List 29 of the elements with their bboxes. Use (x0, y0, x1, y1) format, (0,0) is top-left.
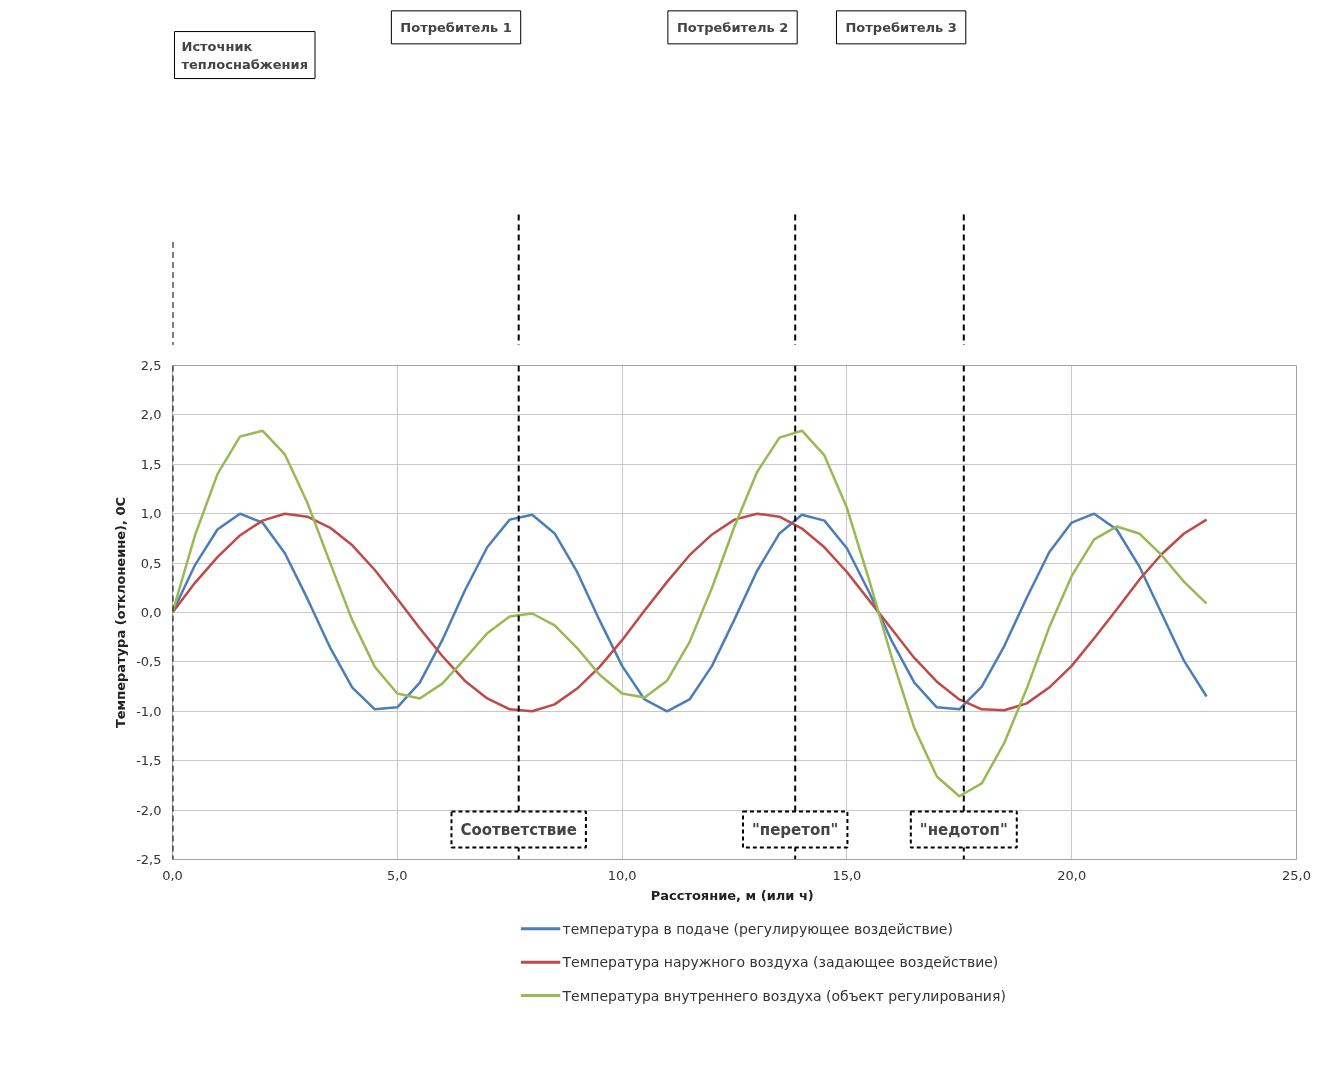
x-tick-label: 20,0 (1057, 867, 1087, 883)
text: Источник теплоснабжения (181, 38, 309, 72)
y-tick-label: -1,5 (136, 753, 162, 769)
text: Потребитель 1 (400, 19, 512, 35)
ref-line-label: Соответствие (460, 820, 577, 839)
x-axis-title: Расстояние, м (или ч) (650, 887, 814, 903)
x-tick-label: 0,0 (162, 867, 183, 883)
y-tick-label: 0,5 (140, 555, 162, 571)
x-tick-label: 10,0 (607, 867, 637, 883)
ref-line-label: "недотоп" (919, 820, 1008, 839)
y-tick-label: -1,0 (136, 703, 162, 719)
legend-label: Температура внутреннего воздуха (объект регулирования) (561, 987, 1006, 1004)
x-tick-label: 15,0 (832, 867, 862, 883)
ref-line-label: "перетоп" (751, 820, 839, 839)
y-axis-title: Температура (отклонеине), 0С (113, 496, 129, 729)
y-tick-label: 0,0 (140, 605, 162, 620)
x-tick-label: 25,0 (1282, 867, 1311, 883)
y-tick-label: -2,5 (136, 852, 162, 867)
y-tick-label: 2,0 (140, 407, 162, 423)
y-tick-label: -2,0 (136, 802, 162, 818)
y-tick-label: -0,5 (136, 654, 162, 670)
text: Потребитель 3 (845, 19, 957, 35)
legend-label: Температура наружного воздуха (задающее воздействие) (561, 954, 999, 971)
x-tick-label: 5,0 (386, 867, 408, 883)
y-tick-label: 1,5 (140, 456, 162, 472)
legend-label: температура в подаче (регулирующее воздействие) (562, 920, 953, 937)
y-tick-label: 2,5 (140, 358, 162, 373)
text: Потребитель 2 (676, 19, 789, 35)
y-tick-label: 1,0 (140, 506, 162, 522)
